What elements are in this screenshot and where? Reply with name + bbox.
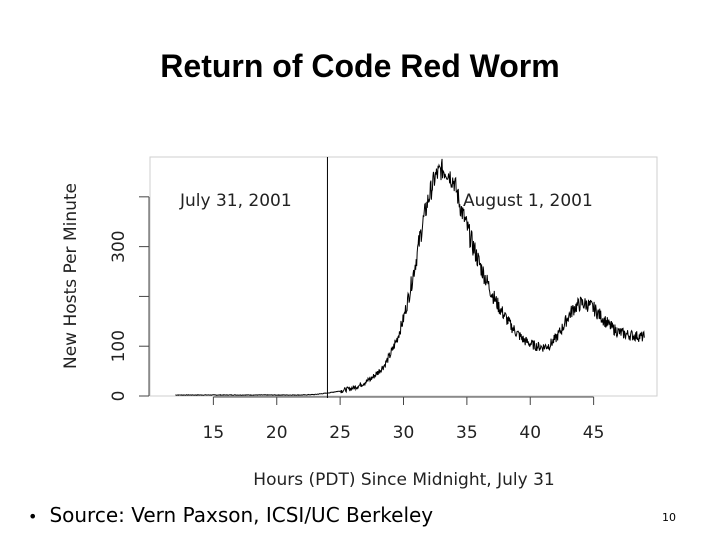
series-layer [175, 158, 645, 396]
source-bullet-item: • Source: Vern Paxson, ICSI/UC Berkeley [28, 503, 433, 527]
bullet-icon: • [28, 507, 38, 526]
page-number: 10 [662, 511, 676, 524]
x-axis-label: Hours (PDT) Since Midnight, July 31 [253, 470, 554, 490]
x-tick-label-20: 20 [266, 423, 288, 443]
y-axis-label: New Hosts Per Minute [61, 183, 81, 369]
x-tick-label-35: 35 [456, 423, 478, 443]
source-text: Source: Vern Paxson, ICSI/UC Berkeley [49, 503, 434, 527]
x-tick-label-40: 40 [519, 423, 541, 443]
series-line-0 [175, 158, 645, 396]
annotation-july-31: July 31, 2001 [179, 191, 292, 211]
axes: 15 20 25 30 35 40 45 0 100 300 [109, 196, 605, 443]
y-tick-label-300: 300 [109, 230, 129, 262]
x-tick-label-30: 30 [393, 423, 415, 443]
slide-title: Return of Code Red Worm [160, 48, 560, 84]
x-tick-label-25: 25 [329, 423, 351, 443]
x-tick-label-15: 15 [203, 423, 225, 443]
y-tick-label-100: 100 [109, 330, 129, 362]
annotation-august-1: August 1, 2001 [463, 191, 593, 211]
y-tick-label-0: 0 [109, 391, 129, 402]
x-tick-label-45: 45 [583, 423, 605, 443]
plot-frame [149, 156, 658, 397]
